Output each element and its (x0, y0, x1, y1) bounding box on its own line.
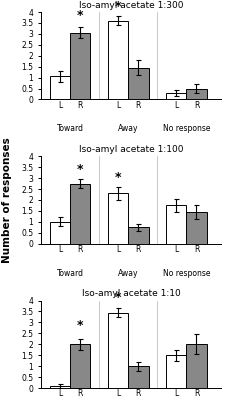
Text: Away: Away (117, 269, 138, 278)
Bar (185, 212, 206, 244)
Text: *: * (114, 291, 121, 304)
Bar (128, 68, 148, 100)
Title: Iso-amyl acetate 1:10: Iso-amyl acetate 1:10 (81, 289, 180, 298)
Text: No response: No response (162, 124, 209, 134)
Bar (70, 344, 90, 388)
Bar (185, 344, 206, 388)
Bar (49, 76, 70, 100)
Bar (128, 366, 148, 388)
Text: Toward: Toward (56, 269, 83, 278)
Bar (107, 21, 128, 100)
Text: *: * (77, 319, 83, 332)
Bar (107, 194, 128, 244)
Bar (107, 312, 128, 388)
Bar (128, 227, 148, 244)
Text: Toward: Toward (56, 124, 83, 134)
Text: *: * (114, 171, 121, 184)
Bar (165, 206, 185, 244)
Bar (49, 222, 70, 244)
Bar (70, 33, 90, 100)
Bar (185, 88, 206, 100)
Bar (165, 93, 185, 100)
Text: Away: Away (117, 124, 138, 134)
Text: *: * (77, 163, 83, 176)
Title: Iso-amyl acetate 1:100: Iso-amyl acetate 1:100 (79, 145, 183, 154)
Bar (165, 355, 185, 388)
Bar (70, 184, 90, 244)
Text: *: * (77, 9, 83, 22)
Text: *: * (114, 0, 121, 13)
Text: Number of responses: Number of responses (2, 137, 12, 263)
Title: Iso-amyl acetate 1:300: Iso-amyl acetate 1:300 (79, 1, 183, 10)
Bar (49, 386, 70, 388)
Text: No response: No response (162, 269, 209, 278)
